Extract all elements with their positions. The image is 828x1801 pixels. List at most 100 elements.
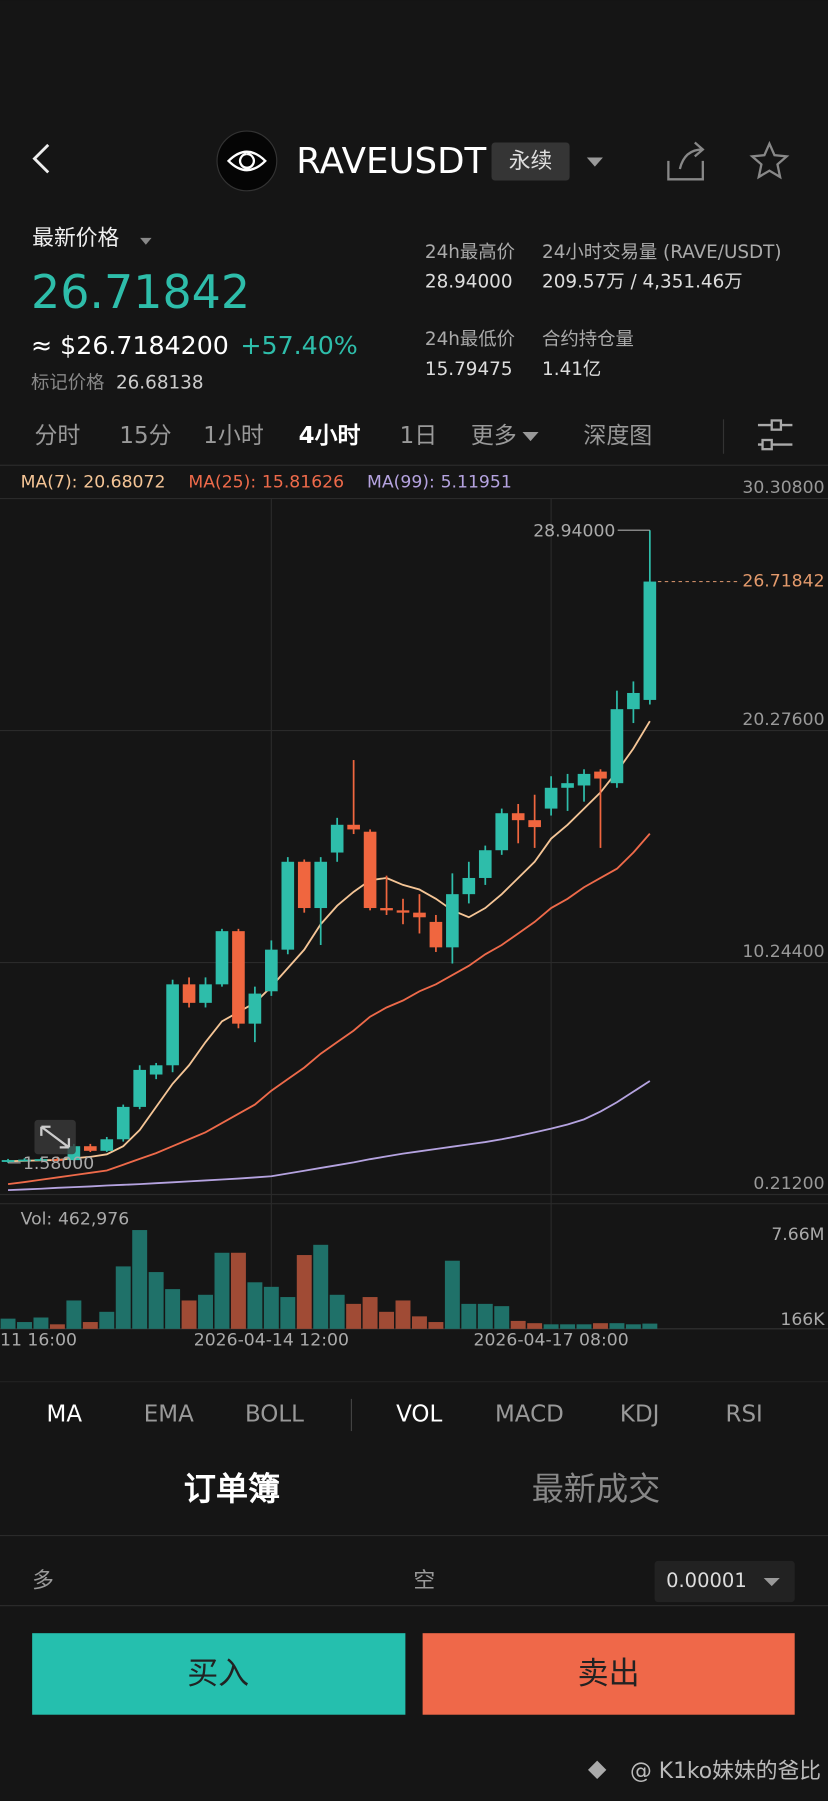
- y-tick-label: 30.30800: [742, 478, 824, 498]
- back-button[interactable]: [32, 143, 50, 174]
- volume-bar: [181, 1300, 197, 1329]
- volume-value: 462,976: [58, 1210, 129, 1230]
- coin-logo-mark: [226, 150, 267, 172]
- buy-button[interactable]: [32, 1633, 406, 1715]
- indicator-tab[interactable]: BOLL: [245, 1401, 304, 1427]
- volume-bar: [230, 1252, 246, 1329]
- volume-bar: [346, 1303, 362, 1329]
- indicator-tab[interactable]: RSI: [726, 1401, 763, 1427]
- indicator-tab[interactable]: MACD: [495, 1401, 564, 1427]
- favorite-button[interactable]: [749, 140, 790, 180]
- price-label: 最新价格: [32, 226, 119, 251]
- candle-body: [577, 773, 591, 786]
- volume-bar: [625, 1324, 641, 1329]
- y-tick-label: 20.27600: [742, 710, 824, 730]
- sell-button[interactable]: [422, 1633, 795, 1715]
- high-label: 28.94000: [533, 521, 615, 541]
- orderbook-tab[interactable]: 订单簿: [184, 1470, 280, 1508]
- indicator-tab[interactable]: MA: [47, 1401, 83, 1427]
- volume-bar: [214, 1252, 230, 1329]
- mark-price: 26.68138: [116, 373, 204, 394]
- indicator-tab[interactable]: EMA: [144, 1401, 194, 1427]
- symbol-dropdown[interactable]: [586, 157, 603, 167]
- volume-bar: [280, 1297, 296, 1329]
- candle-body: [643, 581, 657, 700]
- stats: 24h最高价 28.94000 24小时交易量 (RAVE/USDT) 209.57万…: [425, 242, 782, 380]
- volume-bar: [411, 1316, 427, 1329]
- legend-name: MA(7):: [21, 472, 78, 492]
- legend-name: MA(25):: [188, 472, 256, 492]
- trades-tab[interactable]: 最新成交: [532, 1470, 661, 1508]
- volume-bar: [543, 1324, 559, 1329]
- precision-dropdown: [763, 1578, 780, 1587]
- precision-select[interactable]: [654, 1560, 795, 1603]
- volume-bar: [115, 1266, 131, 1329]
- volume-bar: [576, 1324, 592, 1329]
- candle-body: [116, 1106, 130, 1140]
- chart-settings-knob: [761, 438, 773, 451]
- x-tick-label: 2026-04-14 12:00: [194, 1330, 349, 1350]
- timeframe-tab[interactable]: 15分: [119, 423, 171, 449]
- x-tick-label: 2026-04-17 08:00: [474, 1330, 629, 1350]
- mark-price-label: 标记价格: [31, 373, 104, 394]
- candle-body: [166, 984, 179, 1066]
- kline-chart: 30.30800 20.27600 10.24400 0.21200 11 16:00 2…: [0, 472, 828, 1350]
- ma-line: [7, 833, 651, 1186]
- volume-bar: [379, 1311, 395, 1329]
- volume-bar: [82, 1322, 98, 1329]
- price-change: +57.40%: [240, 331, 357, 360]
- coin-logo: [216, 130, 278, 192]
- volume-bar: [313, 1244, 329, 1329]
- watermark-logo: [587, 1760, 607, 1780]
- share-button[interactable]: [667, 141, 705, 181]
- timeframe-tab[interactable]: 深度图: [583, 423, 652, 449]
- volume-bar: [296, 1255, 312, 1329]
- candle-body: [594, 771, 607, 779]
- precision: 0.00001: [666, 1569, 747, 1592]
- price-dropdown[interactable]: [140, 237, 152, 245]
- last-price-label: 26.71842: [742, 572, 824, 592]
- candle-body: [330, 824, 344, 853]
- symbol[interactable]: RAVEUSDT: [296, 141, 486, 182]
- usd-price: ≈ $26.7184200: [31, 331, 229, 360]
- candle-body: [100, 1139, 114, 1151]
- volume-bar: [247, 1282, 263, 1329]
- candle-body: [265, 949, 278, 992]
- indicator-tab[interactable]: KDJ: [620, 1401, 659, 1427]
- volume-bar: [99, 1311, 115, 1329]
- timeframe-tab[interactable]: 更多: [471, 423, 517, 449]
- volume-bar: [263, 1286, 279, 1329]
- volume-bar: [609, 1323, 625, 1329]
- tag-box: [491, 142, 570, 181]
- indicator-tabs: MA EMA BOLL VOL MACD KDJ RSI: [47, 1401, 763, 1427]
- candle-body: [610, 709, 624, 784]
- timeframe-tab[interactable]: 1日: [400, 423, 438, 449]
- volume-bar: [362, 1297, 378, 1329]
- candle-body: [380, 908, 393, 911]
- stat-label: 24小时交易量 (RAVE/USDT): [542, 242, 782, 263]
- candle-body: [248, 993, 262, 1024]
- short-label: 空: [413, 1569, 435, 1594]
- timeframe-tab[interactable]: 分时: [34, 423, 80, 449]
- timeframe-tab[interactable]: 1小时: [203, 423, 264, 449]
- long-label: 多: [32, 1569, 54, 1594]
- candle-body: [1, 1160, 15, 1162]
- volume-bar: [49, 1324, 65, 1329]
- candle-body: [429, 921, 443, 948]
- candle-body: [297, 861, 311, 909]
- volume-bar: [395, 1300, 411, 1329]
- timeframe-tabs: 分时 15分 1小时 4小时 1日 更多 深度图: [34, 423, 652, 449]
- stat-value: 209.57万 / 4,351.46万: [542, 272, 743, 293]
- timeframe-tab[interactable]: 4小时: [299, 423, 361, 449]
- candle-body: [528, 820, 541, 828]
- candle-body: [232, 931, 245, 1024]
- legend-value: 20.68072: [83, 472, 165, 492]
- candle-body: [51, 1159, 64, 1161]
- candle-body: [347, 824, 360, 830]
- indicator-tab[interactable]: VOL: [396, 1401, 442, 1427]
- volume-bar: [0, 1318, 16, 1329]
- candle-body: [199, 984, 212, 1003]
